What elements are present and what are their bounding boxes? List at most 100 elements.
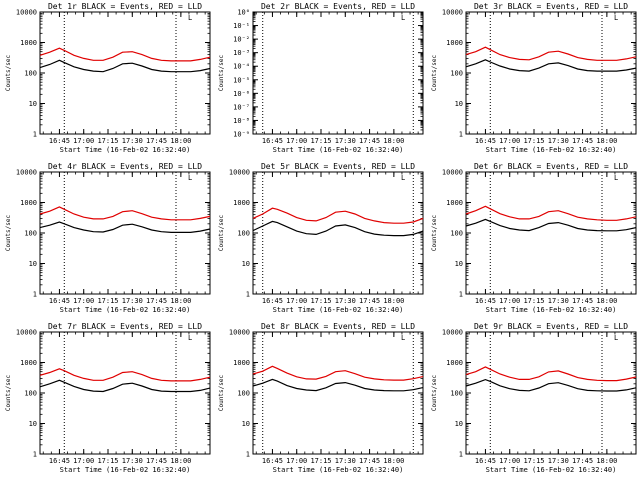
y-tick-label: 10 xyxy=(29,100,37,108)
y-tick-label: 1000 xyxy=(446,39,463,47)
events-series-line xyxy=(252,378,424,392)
y-tick-label: 10⁻⁹ xyxy=(233,131,250,139)
lld-series-line xyxy=(39,206,211,221)
y-tick-label: 10 xyxy=(242,420,250,428)
y-tick-label: 10⁻⁶ xyxy=(233,90,250,98)
y-axis-label: Counts/sec xyxy=(5,215,12,252)
events-series-line xyxy=(252,220,424,237)
x-tick-label: 17:45 xyxy=(359,297,380,305)
x-tick-label: 17:15 xyxy=(97,297,118,305)
y-tick-label: 10⁻³ xyxy=(233,49,250,57)
y-tick-label: 10000 xyxy=(442,9,463,17)
x-axis-label: Start Time (16-Feb-02 16:32:40) xyxy=(60,146,191,154)
x-axis-label: Start Time (16-Feb-02 16:32:40) xyxy=(273,146,404,154)
lld-series-line xyxy=(252,365,424,381)
panel-title: Det 7r BLACK = Events, RED = LLD xyxy=(48,322,202,331)
y-tick-label: 1000 xyxy=(233,359,250,367)
plot-frame xyxy=(252,11,424,135)
panel-det-5: Det 5r BLACK = Events, RED = LLD 1 10 100 10… xyxy=(218,162,424,314)
events-series-line xyxy=(465,218,637,232)
x-tick-label: 16:45 xyxy=(475,457,496,465)
x-tick-label: 18:00 xyxy=(383,137,404,145)
y-axis-label: Counts/sec xyxy=(431,375,438,412)
x-tick-label: 17:30 xyxy=(548,137,569,145)
y-tick-label: 10 xyxy=(455,420,463,428)
lld-series-line xyxy=(465,46,637,61)
y-tick-label: 10 xyxy=(455,100,463,108)
y-tick-label: 10000 xyxy=(229,329,250,337)
x-tick-label: 16:45 xyxy=(49,457,70,465)
panel-title: Det 2r BLACK = Events, RED = LLD xyxy=(261,2,415,11)
x-tick-label: 16:45 xyxy=(262,457,283,465)
marker-label: L xyxy=(614,14,618,22)
x-axis-label: Start Time (16-Feb-02 16:32:40) xyxy=(60,306,191,314)
panel-title: Det 5r BLACK = Events, RED = LLD xyxy=(261,162,415,171)
x-axis-label: Start Time (16-Feb-02 16:32:40) xyxy=(273,466,404,474)
x-tick-label: 16:45 xyxy=(262,297,283,305)
x-tick-label: 16:45 xyxy=(475,137,496,145)
marker-label: L xyxy=(614,334,618,342)
x-tick-label: 17:15 xyxy=(523,137,544,145)
x-tick-label: 17:30 xyxy=(335,137,356,145)
plot-frame xyxy=(39,11,211,135)
x-tick-label: 18:00 xyxy=(596,297,617,305)
marker-label: L xyxy=(401,14,405,22)
y-axis-label: Counts/sec xyxy=(431,215,438,252)
y-axis-label: Counts/sec xyxy=(431,55,438,92)
y-tick-label: 1000 xyxy=(20,39,37,47)
y-tick-label: 1 xyxy=(459,131,463,139)
panel-det-2: Det 2r BLACK = Events, RED = LLD 10⁻⁹ 10⁻⁸… xyxy=(218,2,424,154)
panel-title: Det 9r BLACK = Events, RED = LLD xyxy=(474,322,628,331)
y-tick-label: 10 xyxy=(29,420,37,428)
panel-title: Det 6r BLACK = Events, RED = LLD xyxy=(474,162,628,171)
y-axis-label: Counts/sec xyxy=(5,55,12,92)
panel-det-7: Det 7r BLACK = Events, RED = LLD 1 10 100 10… xyxy=(5,322,211,474)
y-tick-label: 10000 xyxy=(229,169,250,177)
x-tick-label: 17:30 xyxy=(122,137,143,145)
x-tick-label: 17:45 xyxy=(146,457,167,465)
x-tick-label: 17:30 xyxy=(548,297,569,305)
panel-det-9: Det 9r BLACK = Events, RED = LLD 1 10 100 10… xyxy=(431,322,637,474)
y-tick-label: 100 xyxy=(237,390,250,398)
y-tick-label: 100 xyxy=(450,230,463,238)
panel-title: Det 8r BLACK = Events, RED = LLD xyxy=(261,322,415,331)
lld-series-line xyxy=(465,366,637,382)
marker-label: L xyxy=(614,174,618,182)
x-tick-label: 17:45 xyxy=(359,137,380,145)
y-tick-label: 10000 xyxy=(442,329,463,337)
plot-frame xyxy=(465,171,637,295)
marker-label: L xyxy=(401,174,405,182)
x-tick-label: 17:15 xyxy=(97,137,118,145)
y-tick-label: 1 xyxy=(246,451,250,459)
y-tick-label: 1000 xyxy=(233,199,250,207)
x-tick-label: 17:00 xyxy=(286,137,307,145)
lld-series-line xyxy=(39,368,211,382)
y-tick-label: 1 xyxy=(459,451,463,459)
y-tick-label: 10⁰ xyxy=(237,9,250,17)
x-tick-label: 16:45 xyxy=(475,297,496,305)
events-series-line xyxy=(39,379,211,393)
x-tick-label: 17:45 xyxy=(572,457,593,465)
x-tick-label: 16:45 xyxy=(49,137,70,145)
panel-det-6: Det 6r BLACK = Events, RED = LLD 1 10 100 10… xyxy=(431,162,637,314)
x-tick-label: 17:45 xyxy=(572,137,593,145)
y-axis-label: Counts/sec xyxy=(218,375,225,412)
y-tick-label: 10 xyxy=(242,260,250,268)
x-tick-label: 17:15 xyxy=(523,297,544,305)
x-tick-label: 17:15 xyxy=(310,457,331,465)
x-tick-label: 17:00 xyxy=(499,297,520,305)
x-tick-label: 17:00 xyxy=(499,137,520,145)
x-tick-label: 17:30 xyxy=(335,457,356,465)
x-tick-label: 18:00 xyxy=(170,137,191,145)
y-tick-label: 1 xyxy=(33,451,37,459)
plot-frame xyxy=(252,331,424,455)
x-tick-label: 18:00 xyxy=(596,137,617,145)
x-tick-label: 17:45 xyxy=(146,297,167,305)
y-tick-label: 10⁻⁵ xyxy=(233,76,250,84)
panel-det-4: Det 4r BLACK = Events, RED = LLD 1 10 100 10… xyxy=(5,162,211,314)
x-tick-label: 17:15 xyxy=(310,137,331,145)
x-tick-label: 17:45 xyxy=(572,297,593,305)
y-tick-label: 1000 xyxy=(20,359,37,367)
panel-det-3: Det 3r BLACK = Events, RED = LLD 1 10 100 10… xyxy=(431,2,637,154)
y-tick-label: 10 xyxy=(29,260,37,268)
